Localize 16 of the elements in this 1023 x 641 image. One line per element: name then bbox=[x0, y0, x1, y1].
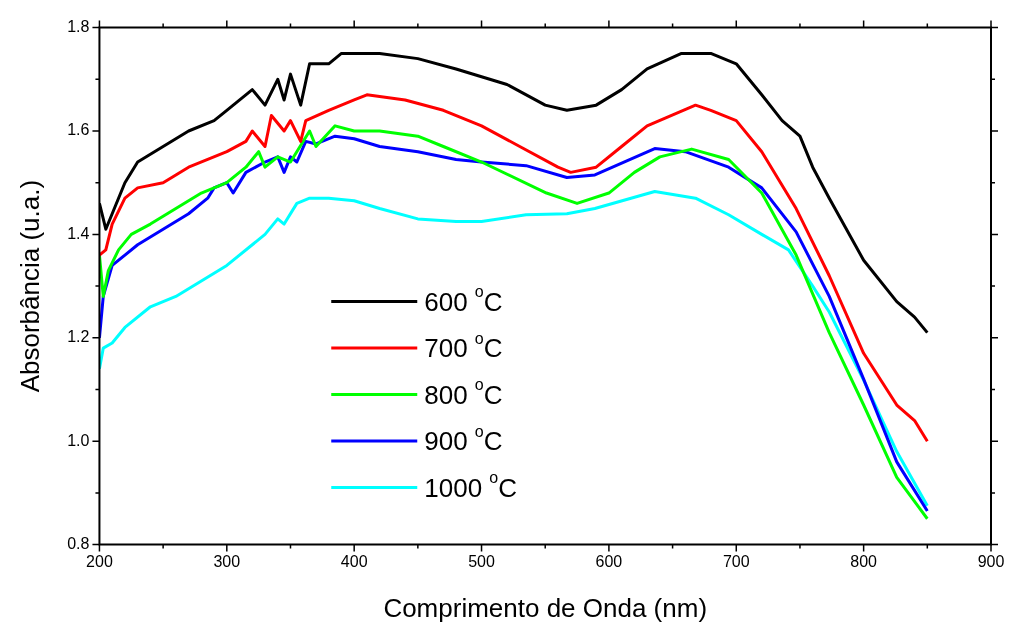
y-tick-label: 1.6 bbox=[67, 121, 90, 139]
y-tick-label: 0.8 bbox=[67, 535, 90, 553]
y-tick-label: 1.2 bbox=[67, 328, 90, 346]
x-tick-label: 500 bbox=[468, 552, 495, 570]
x-axis-title: Comprimento de Onda (nm) bbox=[383, 592, 708, 623]
x-tick-label: 800 bbox=[850, 552, 878, 570]
x-tick-label: 700 bbox=[722, 552, 750, 570]
x-tick-label: 900 bbox=[977, 552, 1005, 570]
x-tick-label: 200 bbox=[86, 552, 113, 570]
y-axis-title: Absorbância (u.a.) bbox=[14, 179, 45, 393]
y-tick-label: 1.8 bbox=[67, 18, 90, 36]
x-tick-label: 600 bbox=[595, 552, 623, 570]
x-tick-label: 400 bbox=[340, 552, 368, 570]
y-tick-label: 1.4 bbox=[67, 224, 90, 242]
y-tick-label: 1.0 bbox=[67, 431, 90, 449]
x-tick-label: 300 bbox=[213, 552, 241, 570]
